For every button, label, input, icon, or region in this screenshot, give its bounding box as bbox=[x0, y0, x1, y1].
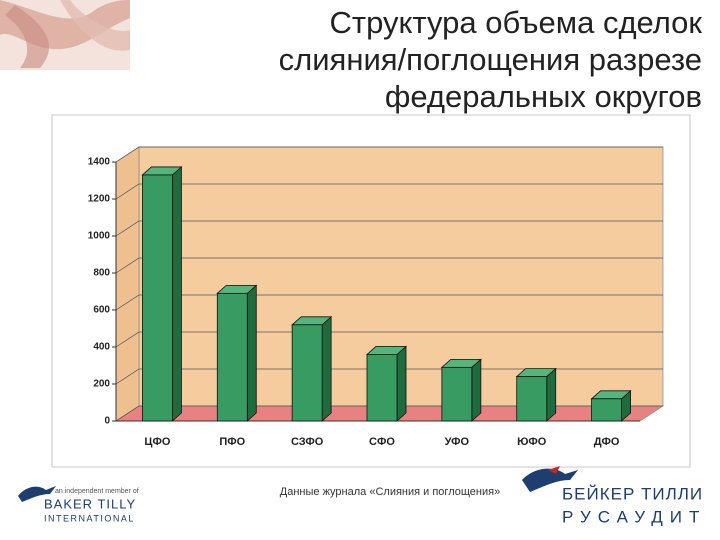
bar-side bbox=[246, 284, 257, 422]
title-line: слияния/поглощения разрезе bbox=[278, 42, 702, 77]
logo-text: BAKER TILLY bbox=[44, 496, 136, 511]
bar bbox=[366, 353, 398, 422]
y-tick-label: 1400 bbox=[88, 157, 111, 168]
logo-text: РУСАУДИТ bbox=[562, 507, 706, 526]
bar bbox=[591, 398, 622, 422]
bar bbox=[441, 366, 473, 422]
bar bbox=[142, 174, 173, 422]
logo-text: INTERNATIONAL bbox=[44, 513, 135, 523]
title-line: федеральных округов bbox=[384, 79, 702, 114]
y-tick-label: 1000 bbox=[88, 231, 111, 242]
grid-line bbox=[115, 294, 663, 311]
grid-line bbox=[115, 405, 663, 422]
grid-line bbox=[115, 257, 663, 274]
bar-side bbox=[471, 358, 482, 422]
y-tick-label: 600 bbox=[93, 305, 110, 316]
right-logo: БЕЙКЕР ТИЛЛИ РУСАУДИТ bbox=[522, 466, 706, 526]
bar-side bbox=[546, 367, 557, 422]
grid-line bbox=[115, 146, 663, 163]
bar-side bbox=[396, 345, 407, 422]
logo-text: an independent member of bbox=[55, 488, 139, 495]
bar bbox=[516, 376, 548, 422]
grid-line bbox=[115, 183, 663, 200]
grid-line bbox=[115, 368, 663, 385]
y-tick-label: 400 bbox=[93, 342, 110, 353]
x-tick-label: ЦФО bbox=[144, 436, 170, 448]
bar-side bbox=[172, 166, 182, 422]
x-tick-label: СЗФО bbox=[291, 436, 324, 448]
x-tick-label: ПФО bbox=[219, 436, 245, 448]
logo-text: БЕЙКЕР ТИЛЛИ bbox=[562, 484, 703, 503]
y-tick-label: 800 bbox=[93, 268, 110, 279]
y-tick-label: 0 bbox=[104, 416, 110, 427]
side-wall bbox=[115, 146, 140, 422]
source-note: Данные журнала «Слияния и поглощения» bbox=[280, 486, 500, 498]
grid-line bbox=[115, 331, 663, 348]
title-line: Структура объема сделок bbox=[329, 5, 702, 40]
corner-ornament bbox=[0, 0, 130, 70]
x-tick-label: СФО bbox=[369, 436, 395, 448]
bar-side bbox=[321, 315, 332, 422]
x-tick-label: УФО bbox=[445, 436, 470, 448]
x-tick-label: ДФО bbox=[594, 436, 620, 448]
y-tick-label: 1200 bbox=[88, 194, 111, 205]
x-tick-label: ЮФО bbox=[517, 436, 547, 448]
left-logo: an independent member of BAKER TILLY INT… bbox=[18, 486, 139, 523]
grid-line bbox=[115, 220, 663, 237]
chart-title: Структура объема сделок слияния/поглощен… bbox=[142, 4, 702, 115]
y-tick-label: 200 bbox=[93, 379, 110, 390]
bar bbox=[291, 324, 323, 422]
bar bbox=[216, 292, 248, 422]
